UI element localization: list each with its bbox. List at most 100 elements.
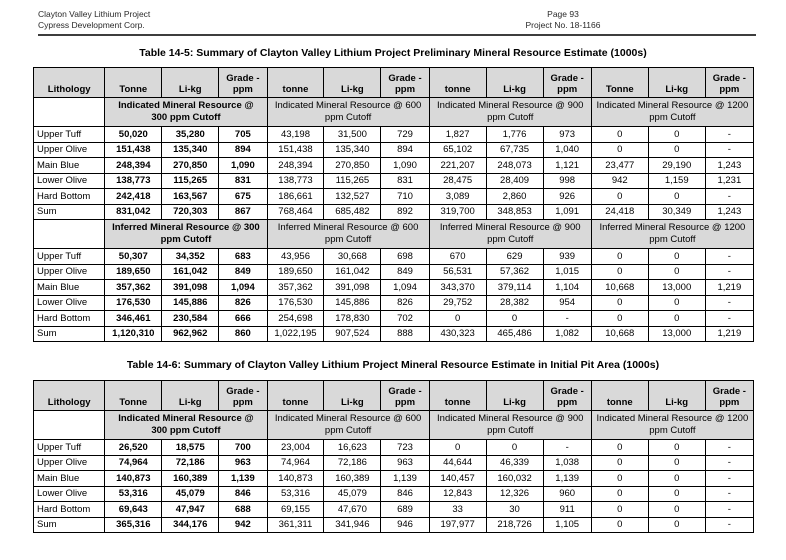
value-cell: 346,461 (104, 310, 163, 327)
value-cell: 675 (218, 188, 268, 205)
value-cell: 973 (542, 126, 592, 143)
lithology-cell: Main Blue (32, 470, 106, 487)
value-cell: 53,316 (104, 485, 163, 502)
value-cell: 248,394 (266, 157, 325, 174)
value-cell: 43,198 (266, 126, 325, 143)
value-cell: 151,438 (104, 141, 163, 158)
value-cell: 230,584 (161, 310, 220, 327)
page-header-right: Page 93 Project No. 18-1166 (483, 9, 643, 31)
cutoff-subheader: Indicated Mineral Resource @ 1200 ppm Cu… (590, 410, 755, 440)
value-cell: - (704, 248, 755, 265)
value-cell: 768,464 (266, 203, 325, 220)
value-cell: 0 (647, 501, 706, 518)
column-header: Tonne (590, 67, 649, 98)
value-cell: 1,219 (704, 279, 755, 296)
value-cell: 0 (647, 516, 706, 533)
value-cell: 30,668 (323, 248, 382, 265)
value-cell: 31,500 (323, 126, 382, 143)
value-cell: 189,650 (266, 263, 325, 280)
value-cell: 176,530 (266, 294, 325, 311)
table-title: Table 14-5: Summary of Clayton Valley Li… (139, 47, 647, 59)
column-header: Li-kg (323, 67, 382, 98)
lithology-cell: Sum (32, 516, 106, 533)
value-cell: 0 (590, 263, 649, 280)
value-cell: 723 (380, 439, 430, 456)
cutoff-subheader: Indicated Mineral Resource @ 600 ppm Cut… (266, 97, 430, 127)
value-cell: - (704, 188, 755, 205)
value-cell: 12,843 (428, 485, 487, 502)
column-header: Grade - ppm (218, 67, 268, 98)
value-cell: 962,962 (161, 325, 220, 342)
value-cell: 831,042 (104, 203, 163, 220)
value-cell: - (704, 126, 755, 143)
value-cell: 242,418 (104, 188, 163, 205)
value-cell: 115,265 (161, 172, 220, 189)
lithology-cell: Main Blue (32, 279, 106, 296)
header-page-number: Page 93 (547, 9, 579, 19)
value-cell: 46,339 (485, 454, 544, 471)
lithology-cell: Sum (32, 325, 106, 342)
value-cell: 161,042 (161, 263, 220, 280)
value-cell: 72,186 (323, 454, 382, 471)
table-row: Upper Tuff 50,307 34,352 683 43,956 30,668 698… (32, 248, 755, 265)
value-cell: 0 (485, 439, 544, 456)
column-header: tonne (266, 67, 325, 98)
value-cell: 74,964 (266, 454, 325, 471)
value-cell: 1,094 (218, 279, 268, 296)
value-cell: 700 (218, 439, 268, 456)
value-cell: 391,098 (323, 279, 382, 296)
subheader-corner-cell (32, 219, 106, 249)
value-cell: - (704, 454, 755, 471)
value-cell: 729 (380, 126, 430, 143)
lithology-cell: Upper Olive (32, 141, 106, 158)
table-row: Hard Bottom 242,418 163,567 675 186,661 132,5… (32, 188, 755, 205)
value-cell: 140,873 (266, 470, 325, 487)
value-cell: 960 (542, 485, 592, 502)
lithology-cell: Hard Bottom (32, 188, 106, 205)
lithology-cell: Upper Tuff (32, 248, 106, 265)
value-cell: - (704, 141, 755, 158)
value-cell: 50,020 (104, 126, 163, 143)
value-cell: 942 (218, 516, 268, 533)
value-cell: 28,475 (428, 172, 487, 189)
value-cell: 846 (380, 485, 430, 502)
value-cell: 379,114 (485, 279, 544, 296)
value-cell: - (704, 263, 755, 280)
value-cell: - (704, 294, 755, 311)
value-cell: 270,850 (323, 157, 382, 174)
lithology-cell: Hard Bottom (32, 501, 106, 518)
value-cell: - (704, 470, 755, 487)
column-header: Grade - ppm (542, 67, 592, 98)
value-cell: 0 (590, 294, 649, 311)
value-cell: 1,082 (542, 325, 592, 342)
column-header: Tonne (104, 67, 163, 98)
value-cell: 1,038 (542, 454, 592, 471)
value-cell: 56,531 (428, 263, 487, 280)
value-cell: 1,022,195 (266, 325, 325, 342)
table-row: Main Blue 248,394 270,850 1,090 248,394 270,8… (32, 157, 755, 174)
table-row: Sum 365,316 344,176 942 361,311 341,946 946 197… (32, 516, 755, 533)
value-cell: 248,394 (104, 157, 163, 174)
value-cell: 0 (590, 454, 649, 471)
value-cell: 26,520 (104, 439, 163, 456)
value-cell: 161,042 (323, 263, 382, 280)
value-cell: 998 (542, 172, 592, 189)
value-cell: 221,207 (428, 157, 487, 174)
value-cell: 939 (542, 248, 592, 265)
cutoff-subheader: Indicated Mineral Resource @ 600 ppm Cut… (266, 410, 430, 440)
column-header: tonne (428, 380, 487, 411)
value-cell: 846 (218, 485, 268, 502)
value-cell: 826 (218, 294, 268, 311)
value-cell: 44,644 (428, 454, 487, 471)
value-cell: 1,231 (704, 172, 755, 189)
value-cell: 34,352 (161, 248, 220, 265)
value-cell: 72,186 (161, 454, 220, 471)
value-cell: 50,307 (104, 248, 163, 265)
value-cell: 248,073 (485, 157, 544, 174)
cutoff-subheader: Indicated Mineral Resource @ 300 ppm Cut… (104, 97, 268, 127)
value-cell: 1,105 (542, 516, 592, 533)
table-row: Upper Tuff 26,520 18,575 700 23,004 16,623 723… (32, 439, 755, 456)
tables-container: Table 14-5: Summary of Clayton Valley Li… (0, 47, 786, 533)
cutoff-subheader: Indicated Mineral Resource @ 300 ppm Cut… (104, 410, 268, 440)
